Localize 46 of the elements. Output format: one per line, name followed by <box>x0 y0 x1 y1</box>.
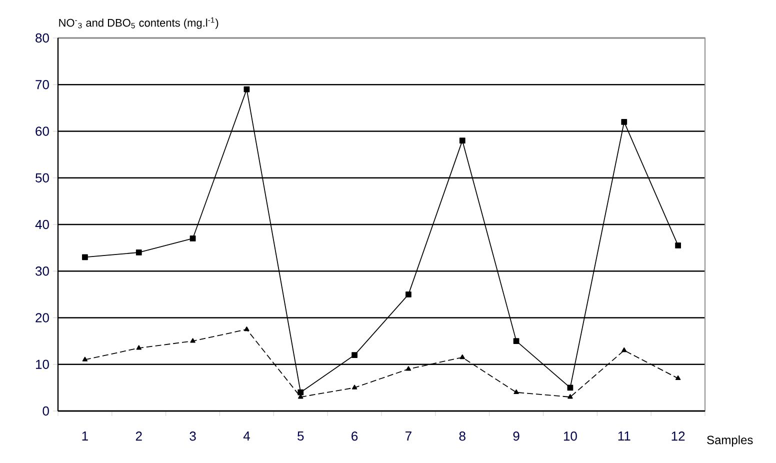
point <box>298 389 304 396</box>
point <box>513 338 520 344</box>
y-tick-label: 20 <box>36 313 49 322</box>
x-tick-label: 3 <box>190 432 196 441</box>
y-tick-label: 70 <box>36 80 49 90</box>
point <box>622 347 627 352</box>
y-tick-label: 80 <box>36 33 49 43</box>
point <box>244 326 250 332</box>
point <box>352 352 358 358</box>
x-axis-title: Samples <box>707 435 753 447</box>
x-tick-label: 4 <box>243 432 250 440</box>
point <box>136 345 142 350</box>
point <box>514 389 519 394</box>
point <box>675 242 681 248</box>
y-tick-label: 60 <box>36 126 49 136</box>
x-tick-label: 12 <box>672 432 685 441</box>
point <box>568 394 573 399</box>
point <box>460 354 465 360</box>
point <box>244 86 250 92</box>
x-tick-label: 2 <box>136 432 142 441</box>
y-tick-label: 0 <box>42 406 49 416</box>
point <box>136 250 142 256</box>
point <box>621 118 628 125</box>
point <box>82 254 88 260</box>
y-tick-label: 10 <box>36 360 49 369</box>
x-tick-label: 1 <box>82 432 88 440</box>
point <box>567 384 574 391</box>
y-tick-label: 50 <box>36 173 49 182</box>
point <box>190 338 196 343</box>
y-axis-title: NO$^{-}$$_{3}$ and DBO$_{5}$ contents (mg.l$^{-1}$) <box>59 17 218 29</box>
x-tick-label: 11 <box>618 432 630 440</box>
x-tick-label: 5 <box>298 432 304 441</box>
x-tick-label: 9 <box>513 432 520 441</box>
point <box>82 356 88 362</box>
point <box>190 236 196 242</box>
x-tick-label: 8 <box>459 432 466 441</box>
point <box>406 366 412 371</box>
point <box>459 138 466 144</box>
point <box>406 292 412 298</box>
y-tick-label: 40 <box>35 220 49 230</box>
point <box>675 375 681 380</box>
y-tick-label: 30 <box>36 266 49 276</box>
x-tick-label: 6 <box>352 432 358 441</box>
x-tick-label: 7 <box>406 432 412 440</box>
x-tick-label: 10 <box>564 432 577 441</box>
point <box>352 384 358 390</box>
